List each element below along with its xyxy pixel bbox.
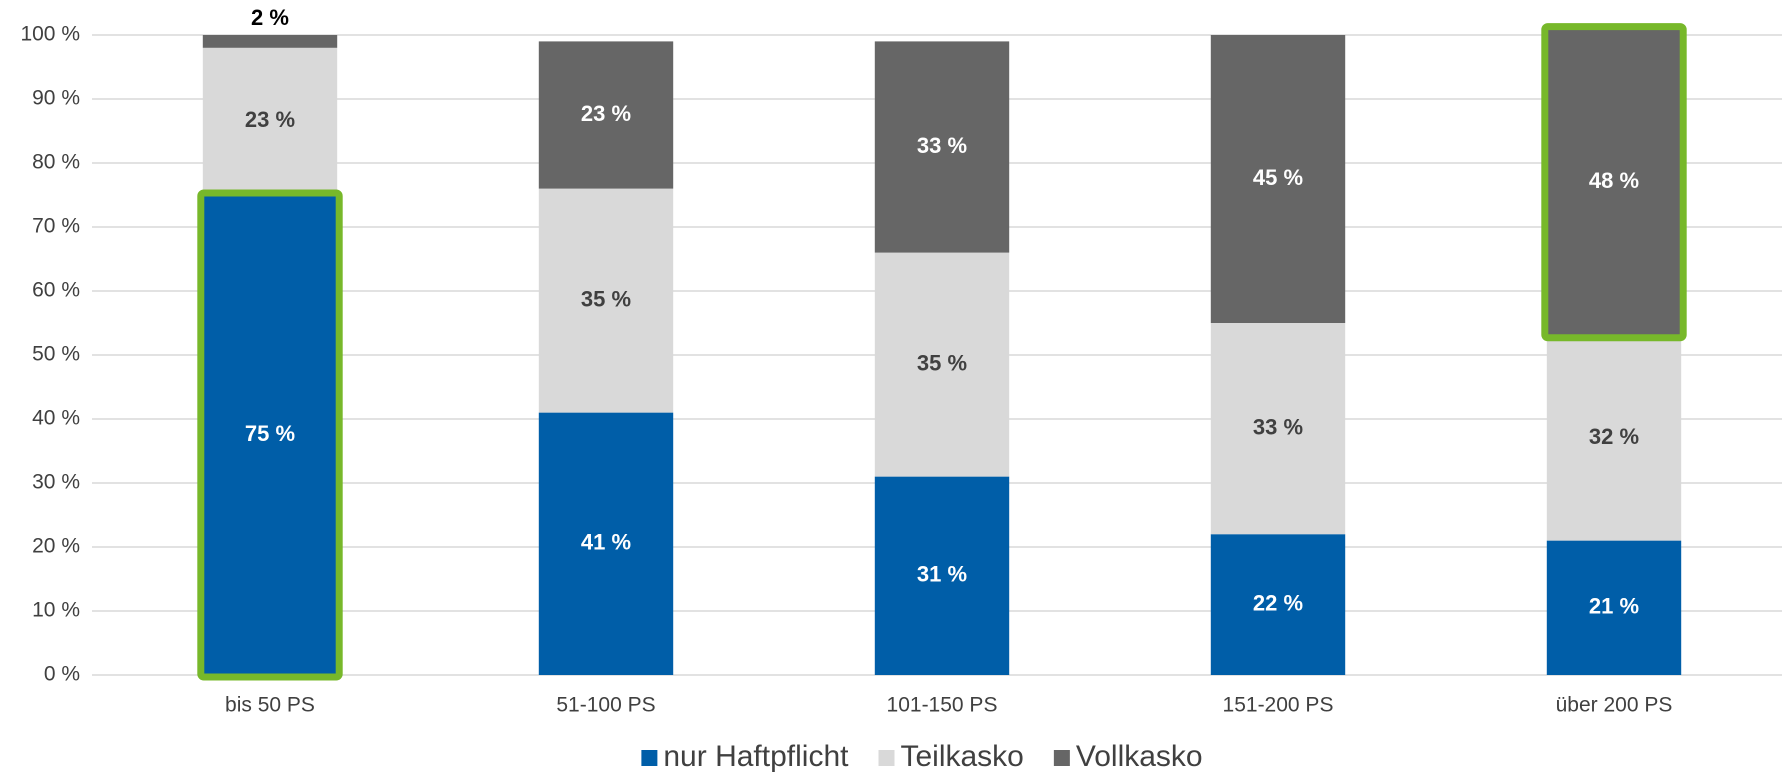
data-label: 75 %: [245, 421, 295, 446]
x-tick-label: 101-150 PS: [887, 694, 998, 717]
bar-segment: [202, 35, 338, 48]
y-tick-label: 70 %: [32, 215, 80, 238]
legend-swatch: [641, 750, 658, 766]
y-tick-label: 100 %: [20, 23, 80, 46]
bar-segment: [1546, 28, 1682, 336]
y-tick-label: 0 %: [44, 663, 80, 686]
legend-swatch: [1053, 750, 1070, 766]
data-label: 2 %: [251, 5, 289, 30]
y-tick-label: 60 %: [32, 279, 80, 302]
x-tick-label: über 200 PS: [1556, 694, 1673, 717]
data-label: 48 %: [1589, 168, 1639, 193]
data-label: 45 %: [1253, 165, 1303, 190]
bar-segment: [874, 252, 1010, 477]
data-label: 33 %: [917, 133, 967, 158]
y-tick-label: 40 %: [32, 407, 80, 430]
bar-segment: [874, 476, 1010, 675]
highlight-frame: [197, 189, 343, 681]
x-tick-label: bis 50 PS: [225, 694, 315, 717]
y-tick-label: 20 %: [32, 535, 80, 558]
bar-segment: [874, 41, 1010, 253]
bar-segment: [538, 412, 674, 675]
highlight-frame: [1541, 23, 1687, 342]
bar-segment: [1210, 35, 1346, 323]
data-label: 32 %: [1589, 424, 1639, 449]
y-tick-label: 50 %: [32, 343, 80, 366]
data-label: 41 %: [581, 530, 631, 555]
x-tick-label: 51-100 PS: [556, 694, 655, 717]
data-label: 21 %: [1589, 594, 1639, 619]
x-tick-label: 151-200 PS: [1223, 694, 1334, 717]
bar-segment: [1210, 323, 1346, 535]
bar-segment: [538, 188, 674, 413]
data-label: 31 %: [917, 562, 967, 587]
data-label: 22 %: [1253, 590, 1303, 615]
bar-segment: [202, 195, 338, 675]
y-tick-label: 10 %: [32, 599, 80, 622]
data-label: 35 %: [581, 286, 631, 311]
bar-segment: [1210, 534, 1346, 675]
bar-segment: [1546, 335, 1682, 541]
legend-label: Teilkasko: [900, 740, 1023, 773]
y-tick-label: 80 %: [32, 151, 80, 174]
bar-segment: [202, 47, 338, 195]
legend-swatch: [878, 750, 895, 766]
data-label: 33 %: [1253, 414, 1303, 439]
bar-segment: [1546, 540, 1682, 675]
y-tick-label: 30 %: [32, 471, 80, 494]
data-label: 35 %: [917, 350, 967, 375]
data-label: 23 %: [245, 107, 295, 132]
y-tick-label: 90 %: [32, 87, 80, 110]
data-label: 23 %: [581, 101, 631, 126]
bar-segment: [538, 41, 674, 189]
legend-label: nur Haftpflicht: [663, 740, 849, 773]
legend-label: Vollkasko: [1076, 740, 1203, 773]
